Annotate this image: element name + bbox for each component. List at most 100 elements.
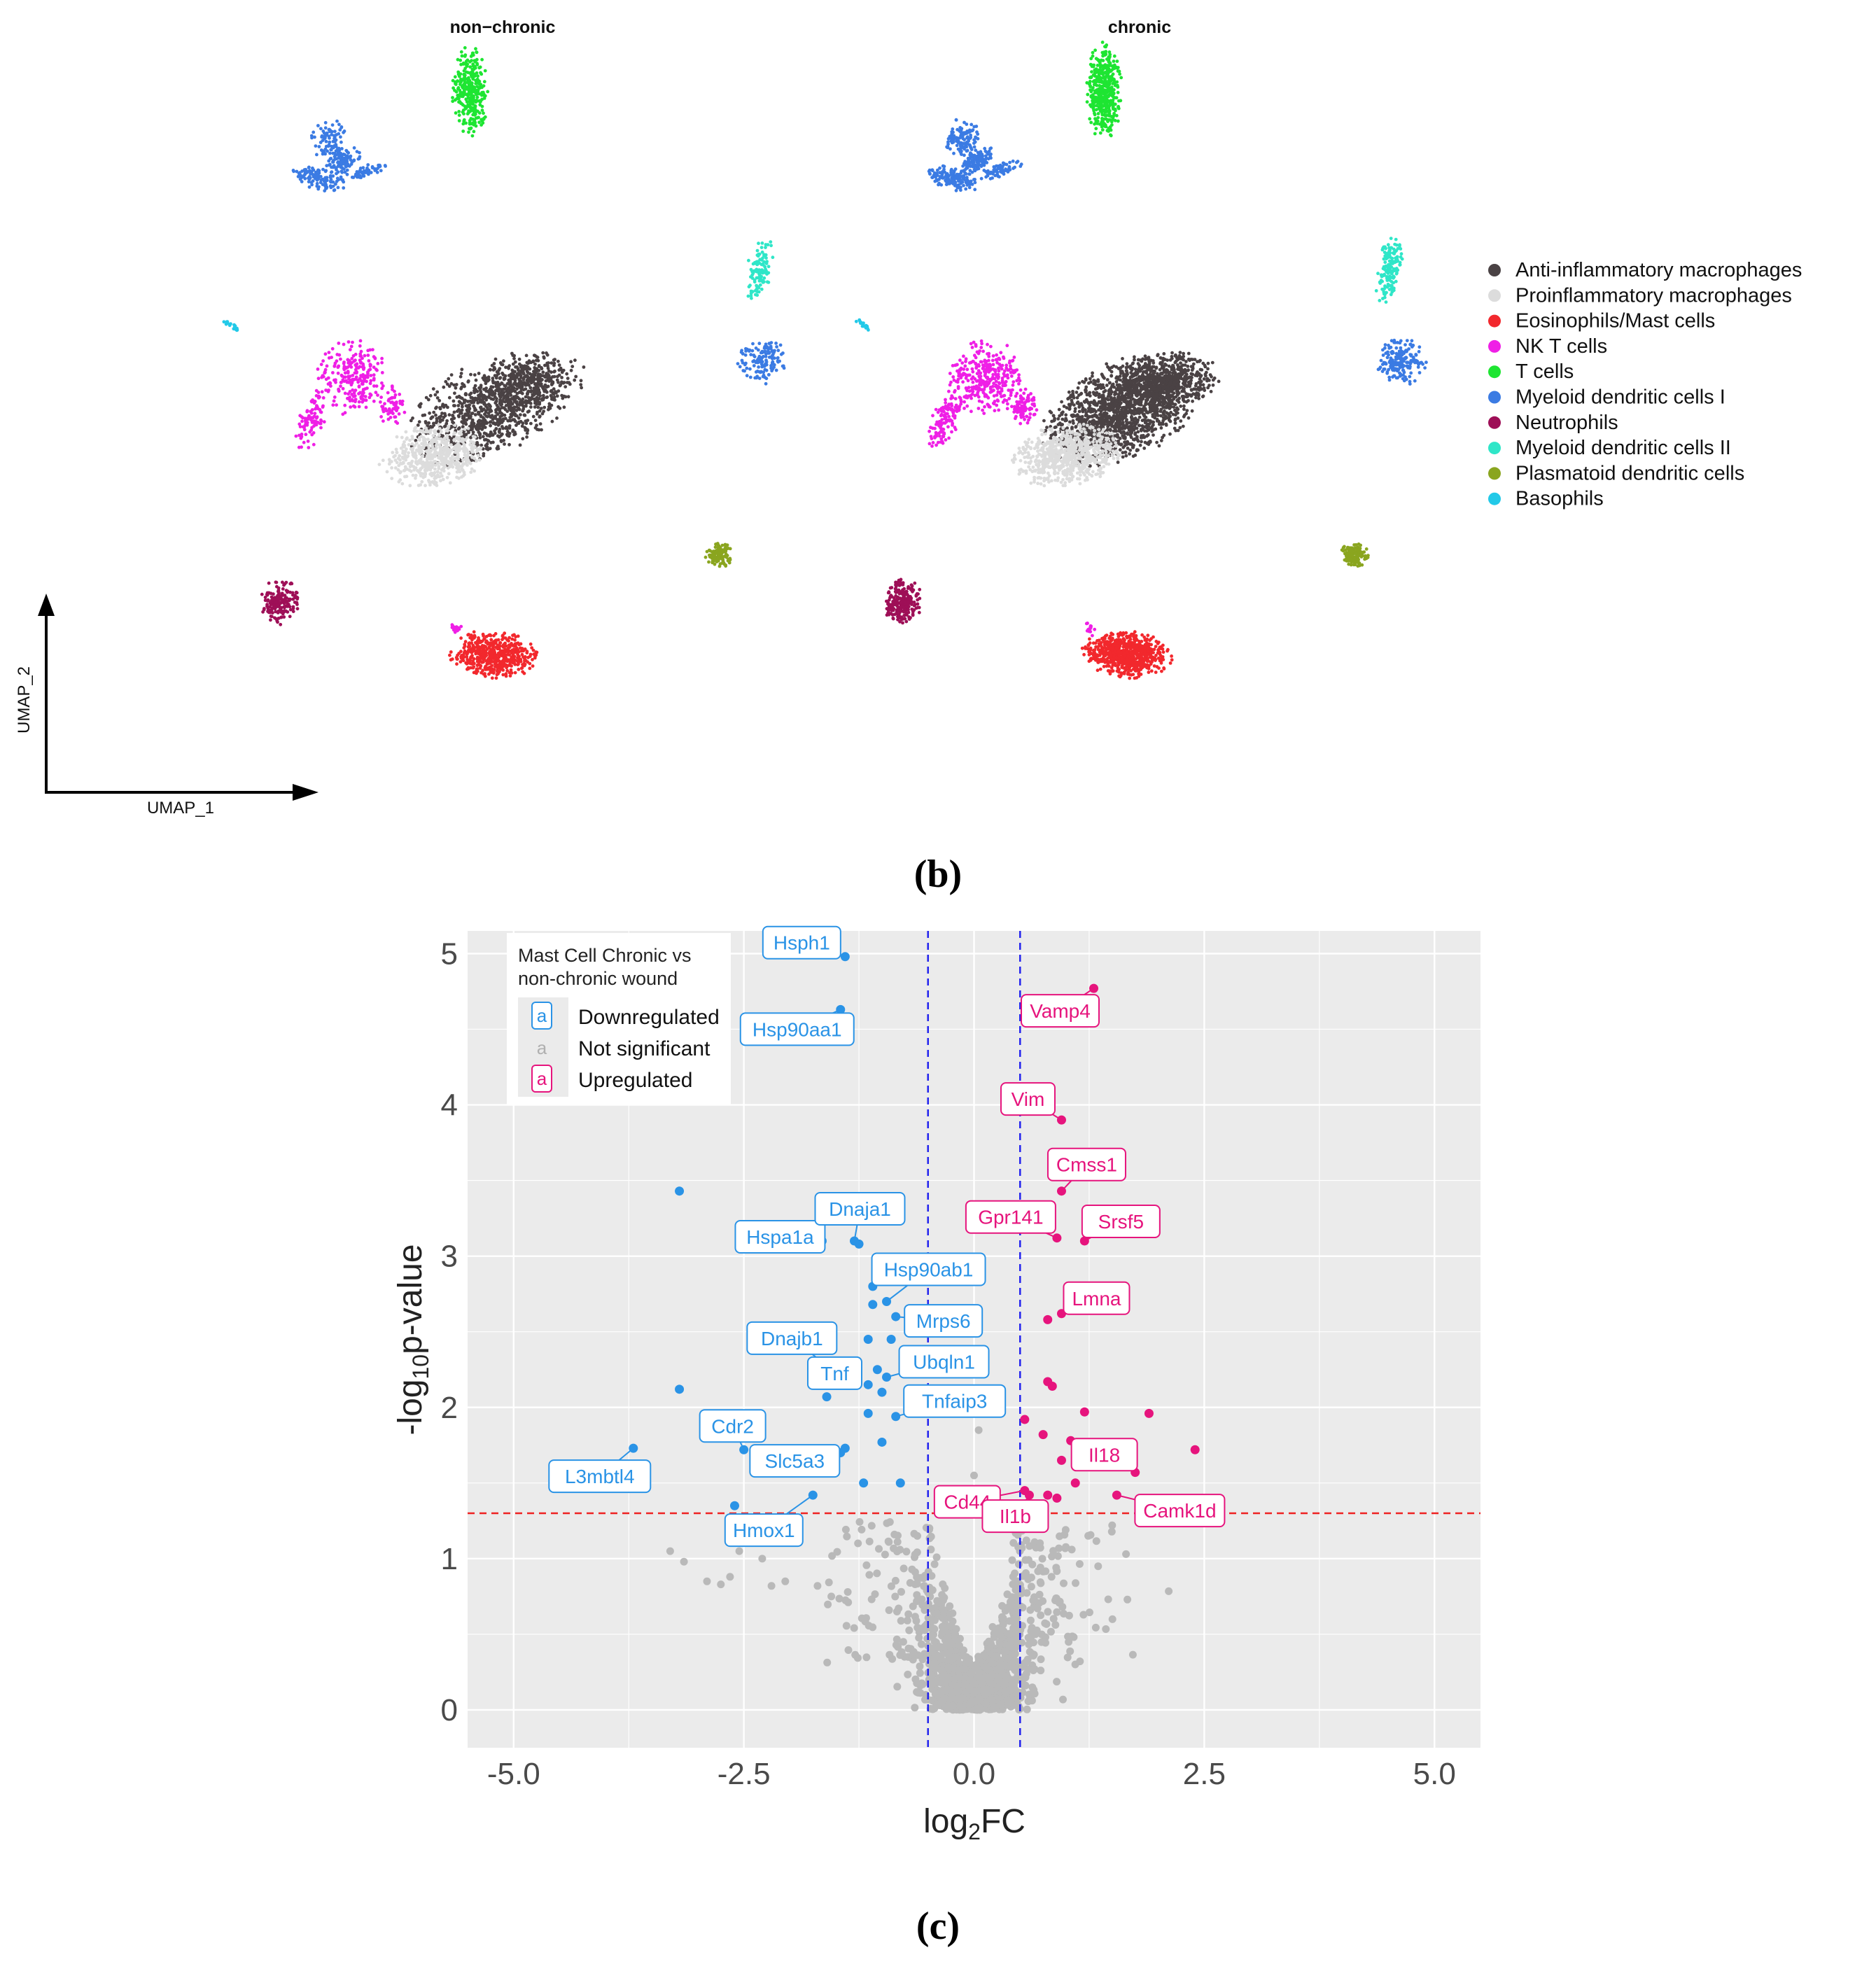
umap-cell-anti-macro bbox=[499, 433, 503, 437]
umap-cell-mdc1-lower bbox=[762, 370, 766, 374]
umap-cell-nkt bbox=[321, 404, 325, 408]
umap-cell-t-cells bbox=[451, 86, 455, 90]
umap-cell-pro-macro bbox=[431, 434, 435, 437]
umap-cell-anti-macro bbox=[484, 421, 488, 426]
umap-cell-pro-macro bbox=[394, 447, 398, 451]
umap-cell-pro-macro bbox=[400, 482, 405, 486]
umap-cell-nkt bbox=[347, 381, 351, 384]
umap-cell-anti-macro bbox=[484, 386, 488, 390]
umap-cell-pro-macro bbox=[419, 428, 422, 433]
umap-cell-mdc1 bbox=[314, 144, 318, 148]
umap-cell-anti-macro bbox=[537, 369, 541, 372]
umap-cell-nkt bbox=[357, 385, 361, 389]
umap-cell-eos-mast bbox=[507, 650, 510, 654]
umap-cell-eos-mast bbox=[493, 665, 497, 668]
umap-cell-nkt bbox=[346, 371, 350, 375]
umap-cell-anti-macro bbox=[456, 404, 461, 407]
umap-cell-anti-macro bbox=[447, 384, 451, 388]
umap-cell-t-cells bbox=[454, 90, 458, 94]
umap-cell-pro-macro bbox=[387, 462, 391, 466]
umap-cell-pro-macro bbox=[468, 461, 472, 465]
umap-cell-t-cells bbox=[474, 47, 477, 51]
umap-cell-mdc1 bbox=[316, 124, 320, 127]
umap-cell-nkt bbox=[355, 371, 358, 375]
umap-cell-t-cells bbox=[1111, 118, 1114, 122]
umap-cell-pro-macro bbox=[459, 433, 463, 436]
umap-cell-eos-mast bbox=[505, 668, 510, 673]
umap-cell-anti-macro bbox=[454, 386, 458, 390]
umap-cell-mdc1 bbox=[340, 140, 343, 144]
umap-cell-t-cells bbox=[477, 120, 481, 125]
umap-cell-anti-macro bbox=[503, 416, 507, 421]
umap-cell-pro-macro bbox=[465, 456, 469, 461]
umap-cell-pro-macro bbox=[398, 454, 402, 458]
umap-cell-mdc1 bbox=[965, 164, 969, 168]
umap-cell-mdc1 bbox=[379, 169, 383, 173]
umap-cell-mdc1 bbox=[942, 167, 946, 171]
umap-cell-nkt bbox=[366, 353, 370, 357]
umap-cell-t-cells bbox=[1103, 114, 1107, 118]
umap-cell-mdc2 bbox=[754, 268, 758, 272]
umap-cell-anti-macro bbox=[486, 412, 491, 415]
umap-cell-mdc1 bbox=[950, 132, 954, 136]
umap-cell-mdc1 bbox=[335, 168, 338, 171]
umap-cell-t-cells bbox=[470, 51, 475, 55]
umap-cell-anti-macro bbox=[500, 381, 503, 385]
umap-cell-anti-macro bbox=[473, 384, 477, 388]
umap-cell-mdc1 bbox=[331, 160, 335, 164]
umap-cell-neutrophils bbox=[281, 580, 284, 584]
umap-cell-pro-macro bbox=[408, 484, 412, 488]
umap-cell-nkt bbox=[331, 403, 335, 407]
umap-cell-mdc1 bbox=[325, 178, 329, 183]
umap-cell-nkt bbox=[354, 388, 358, 392]
umap-cell-anti-macro bbox=[452, 404, 456, 407]
umap-cell-eos-mast bbox=[502, 643, 506, 646]
umap-cell-mdc1 bbox=[375, 170, 379, 174]
umap-cell-anti-macro bbox=[541, 351, 545, 355]
umap-cell-anti-macro bbox=[505, 396, 509, 400]
umap-cell-nkt bbox=[389, 400, 393, 405]
umap-cell-mdc2 bbox=[762, 260, 766, 264]
umap-cell-anti-macro bbox=[469, 435, 472, 440]
umap-cell-pro-macro bbox=[391, 451, 395, 454]
umap-cell-pdc bbox=[710, 559, 715, 563]
umap-cell-basophils bbox=[235, 328, 239, 332]
umap-cell-mdc1-lower bbox=[743, 353, 748, 357]
umap-cell-anti-macro bbox=[442, 385, 446, 389]
umap-cell-mdc1 bbox=[330, 133, 334, 136]
umap-cell-t-cells bbox=[1091, 101, 1095, 105]
umap-cell-mdc1-lower bbox=[743, 363, 747, 367]
umap-cell-pro-macro bbox=[441, 477, 445, 482]
umap-cell-anti-macro bbox=[472, 373, 477, 377]
umap-cell-nkt bbox=[352, 377, 356, 381]
umap-cell-anti-macro bbox=[465, 418, 469, 422]
umap-cell-nkt bbox=[360, 356, 364, 360]
umap-cell-pdc bbox=[713, 545, 718, 549]
umap-cell-pro-macro bbox=[465, 435, 469, 440]
umap-cell-mdc1 bbox=[930, 176, 934, 179]
umap-cell-anti-macro bbox=[541, 374, 545, 378]
umap-cell-mdc1 bbox=[307, 185, 312, 189]
umap-cell-mdc1-lower bbox=[769, 364, 773, 367]
umap-cell-anti-macro bbox=[498, 376, 503, 379]
umap-cell-mdc1-lower bbox=[748, 348, 752, 352]
umap-cell-mdc1 bbox=[316, 169, 320, 173]
umap-cell-t-cells bbox=[457, 73, 461, 77]
umap-cell-anti-macro bbox=[529, 398, 533, 401]
umap-cell-nkt bbox=[336, 365, 340, 370]
umap-cell-pro-macro bbox=[439, 471, 442, 475]
umap-cell-t-cells bbox=[1108, 126, 1112, 129]
umap-cell-pro-macro bbox=[456, 454, 460, 458]
umap-cell-t-cells bbox=[461, 129, 465, 133]
umap-cell-t-cells bbox=[1093, 99, 1098, 104]
umap-cell-pro-macro bbox=[419, 471, 422, 475]
umap-cell-pro-macro bbox=[426, 429, 429, 433]
umap-cell-mdc1 bbox=[323, 134, 326, 139]
umap-cell-mdc1 bbox=[317, 145, 321, 148]
umap-cell-mdc1 bbox=[358, 167, 363, 170]
umap-cell-anti-macro bbox=[447, 395, 451, 400]
umap-cell-t-cells bbox=[1101, 120, 1105, 125]
umap-cell-mdc1 bbox=[345, 172, 349, 176]
umap-cell-nkt bbox=[374, 391, 378, 395]
umap-cell-anti-macro bbox=[512, 356, 516, 360]
